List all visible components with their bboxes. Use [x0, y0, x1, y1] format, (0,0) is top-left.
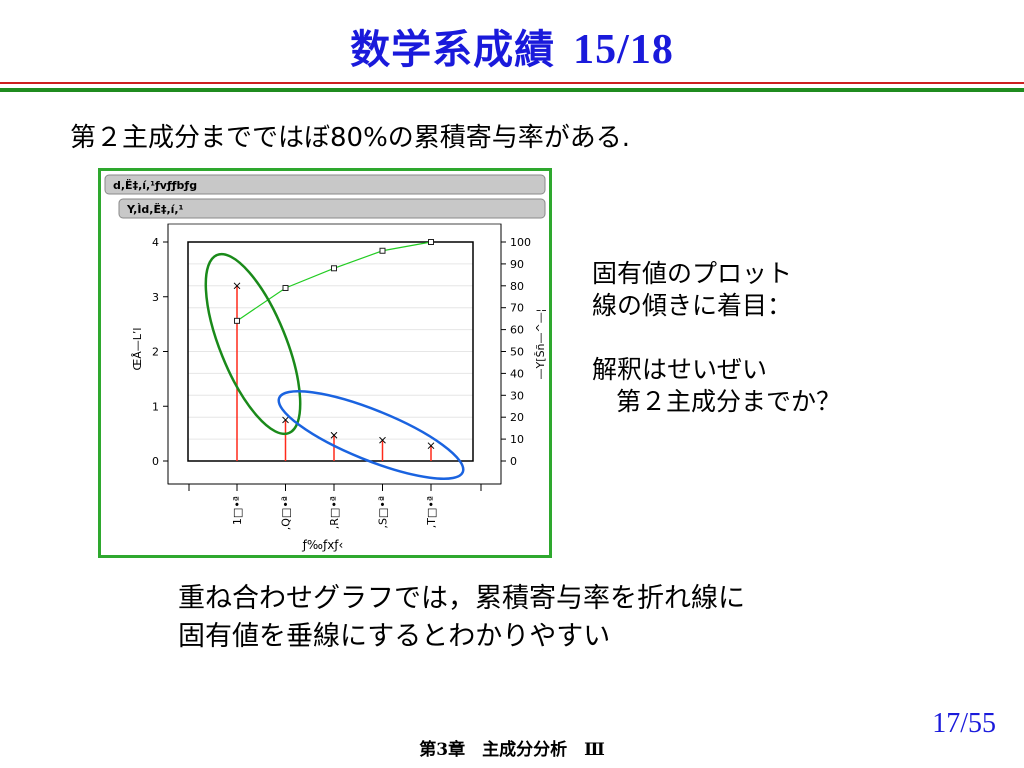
left-tick-label: 3 [152, 291, 159, 304]
left-tick-label: 0 [152, 455, 159, 468]
note-line-2: 線の傾きに着目： [592, 291, 793, 320]
chart-header-bar-1 [104, 174, 546, 195]
right-tick-label: 100 [510, 236, 531, 249]
right-tick-label: 10 [510, 433, 524, 446]
left-tick-label: 4 [152, 236, 159, 249]
chart-frame: d,Ë‡,í,¹ƒvƒƒbƒg Y,Ìd,Ë‡,í,¹ 0 1 2 3 4 ŒÅ—L’l 0 10… [98, 168, 552, 558]
right-tick-label: 80 [510, 280, 524, 293]
x-axis-title: ƒ‰ƒxƒ‹ [302, 538, 344, 552]
chart-header-label-2: Y,Ìd,Ë‡,í,¹ [126, 202, 184, 216]
note-block: 固有値のプロット 線の傾きに着目： 解釈はせいぜい 第２主成分までか？ [592, 258, 841, 418]
eigenvalue-point [379, 436, 386, 444]
category-label: ,Q□•ª [280, 496, 293, 530]
right-axis-title: —Y[Šñ—^—¦ [534, 309, 547, 380]
cumulative-point [282, 284, 289, 291]
title-rule-red [0, 82, 1024, 84]
right-tick-label: 70 [510, 302, 524, 315]
right-tick-label: 40 [510, 367, 524, 380]
data-box [187, 241, 474, 462]
right-tick-label: 0 [510, 455, 517, 468]
cumulative-point [234, 317, 240, 324]
category-label: ,T□•ª [425, 496, 438, 528]
bottom-text: 重ね合わせグラフでは，累積寄与率を折れ線に 固有値を垂線にするとわかりやすい [178, 580, 745, 656]
eigenvalue-point [330, 431, 338, 439]
cumulative-point [428, 239, 434, 245]
chart-svg: d,Ë‡,í,¹ƒvƒƒbƒg Y,Ìd,Ë‡,í,¹ 0 1 2 3 4 ŒÅ—L’l 0 10… [104, 174, 547, 552]
category-label: ,S□•ª [377, 496, 390, 529]
left-axis-title: ŒÅ—L’l [131, 328, 144, 371]
title-rule-green [0, 88, 1024, 92]
lead-text: 第２主成分までではぼ80%の累積寄与率がある. [70, 123, 631, 153]
highlight-ellipse-green [204, 252, 302, 436]
page-number: 17/55 [932, 708, 996, 739]
chart-header-bar-2 [118, 198, 546, 219]
title-number: 15/18 [573, 27, 674, 73]
eigenvalue-point [427, 442, 435, 450]
right-tick-label: 60 [510, 324, 524, 337]
category-label: 1□•ª [231, 496, 244, 525]
slide-title: 数学系成績 15/18 [0, 22, 1024, 78]
note-line-3: 解釈はせいぜい [592, 355, 768, 384]
note-line-1: 固有値のプロット [592, 259, 793, 288]
note-line-4: 第２主成分までか？ [616, 387, 842, 416]
cumulative-point [331, 265, 337, 272]
highlight-ellipse-blue [277, 390, 465, 480]
left-tick-label: 2 [152, 346, 159, 359]
right-tick-label: 50 [510, 346, 524, 359]
right-tick-label: 90 [510, 258, 524, 271]
right-tick-label: 30 [510, 389, 524, 402]
right-tick-label: 20 [510, 411, 524, 424]
eigenvalue-point [233, 282, 241, 290]
chart-header-label-1: d,Ë‡,í,¹ƒvƒƒbƒg [113, 178, 197, 192]
cumulative-point [379, 247, 386, 254]
eigenvalue-point [282, 416, 289, 424]
left-tick-label: 1 [152, 400, 159, 413]
category-label: ,R□•ª [328, 496, 341, 529]
footer: 第3章 主成分分析 Ⅲ [419, 740, 605, 760]
bottom-line-2: 固有値を垂線にするとわかりやすい [178, 621, 611, 652]
title-text: 数学系成績 [350, 27, 556, 73]
bottom-line-1: 重ね合わせグラフでは，累積寄与率を折れ線に [178, 583, 745, 614]
